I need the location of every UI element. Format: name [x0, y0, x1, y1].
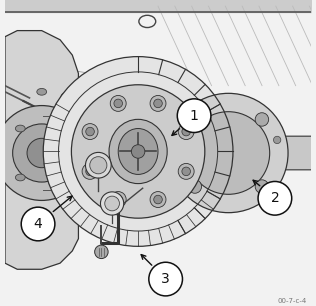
- Circle shape: [187, 112, 270, 194]
- Circle shape: [85, 152, 111, 178]
- Circle shape: [82, 163, 98, 179]
- Circle shape: [178, 124, 194, 140]
- Circle shape: [110, 95, 126, 111]
- Circle shape: [0, 106, 89, 200]
- Circle shape: [71, 85, 205, 218]
- Text: 2: 2: [270, 191, 279, 205]
- Circle shape: [255, 180, 269, 193]
- Text: 3: 3: [161, 272, 170, 286]
- Ellipse shape: [109, 119, 167, 184]
- Circle shape: [154, 99, 162, 108]
- Circle shape: [82, 124, 98, 140]
- Circle shape: [182, 127, 191, 136]
- Circle shape: [61, 92, 72, 103]
- Circle shape: [182, 167, 191, 176]
- Text: 1: 1: [190, 109, 198, 123]
- Circle shape: [154, 195, 162, 204]
- Ellipse shape: [15, 174, 25, 181]
- Circle shape: [188, 113, 202, 126]
- Ellipse shape: [118, 129, 158, 174]
- Circle shape: [110, 192, 126, 207]
- Circle shape: [188, 180, 202, 193]
- Circle shape: [13, 124, 71, 182]
- FancyBboxPatch shape: [271, 136, 314, 170]
- Circle shape: [176, 162, 183, 170]
- Circle shape: [114, 195, 123, 204]
- Circle shape: [21, 207, 55, 241]
- Circle shape: [177, 99, 211, 132]
- Circle shape: [43, 57, 233, 246]
- Circle shape: [150, 192, 166, 207]
- Circle shape: [273, 136, 281, 144]
- Circle shape: [114, 99, 123, 108]
- Circle shape: [178, 163, 194, 179]
- Circle shape: [27, 138, 57, 168]
- Circle shape: [131, 145, 145, 158]
- Ellipse shape: [37, 88, 47, 95]
- Circle shape: [90, 157, 107, 174]
- Circle shape: [105, 196, 119, 211]
- Circle shape: [95, 245, 108, 259]
- Circle shape: [149, 262, 182, 296]
- Ellipse shape: [15, 125, 25, 132]
- Circle shape: [86, 167, 94, 176]
- Circle shape: [86, 127, 94, 136]
- Circle shape: [255, 113, 269, 126]
- Circle shape: [169, 93, 288, 213]
- Circle shape: [150, 95, 166, 111]
- Polygon shape: [5, 31, 78, 269]
- Circle shape: [100, 192, 124, 215]
- Ellipse shape: [37, 211, 47, 218]
- Text: 00-7-c-4: 00-7-c-4: [277, 298, 307, 304]
- Circle shape: [258, 181, 292, 215]
- Text: 4: 4: [34, 217, 42, 231]
